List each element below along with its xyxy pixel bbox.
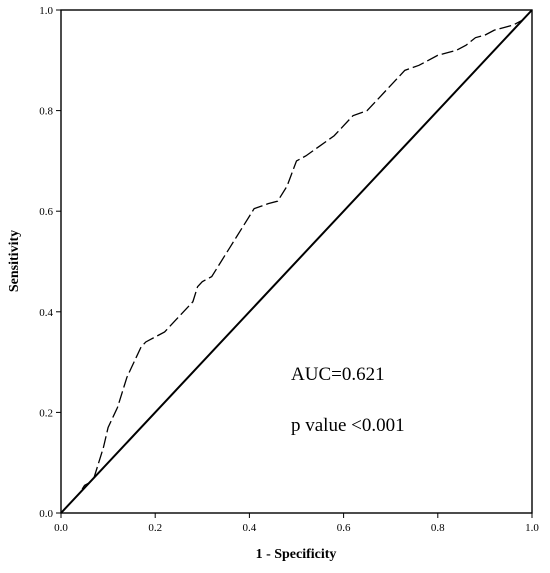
x-tick-label: 0.6 [337, 522, 351, 534]
x-tick-label: 0.2 [148, 522, 162, 534]
y-tick-label: 1.0 [39, 5, 53, 17]
y-tick-label: 0.2 [39, 407, 53, 419]
x-tick-label: 0.0 [54, 522, 68, 534]
reference-diagonal-line [60, 9, 533, 514]
plot-frame [60, 9, 533, 514]
x-tick-label: 0.4 [243, 522, 257, 534]
p-value-annotation: p value <0.001 [291, 415, 405, 436]
x-tick-label: 0.8 [431, 522, 445, 534]
auc-annotation: AUC=0.621 [291, 364, 385, 385]
axis-ticks: 0.0 0.2 0.4 0.6 0.8 1.0 0.0 0.2 0.4 0.6 0.8 1.0 [39, 5, 539, 534]
y-axis-title: Sensitivity [7, 230, 22, 292]
roc-curve-line [60, 9, 533, 514]
y-tick-label: 0.6 [39, 206, 53, 218]
x-tick-label: 1.0 [525, 522, 539, 534]
y-tick-label: 0.8 [39, 106, 53, 118]
series-layer [60, 9, 533, 514]
y-tick-label: 0.4 [39, 307, 53, 319]
y-tick-label: 0.0 [39, 508, 53, 520]
x-axis-title: 1 - Specificity [256, 547, 337, 562]
